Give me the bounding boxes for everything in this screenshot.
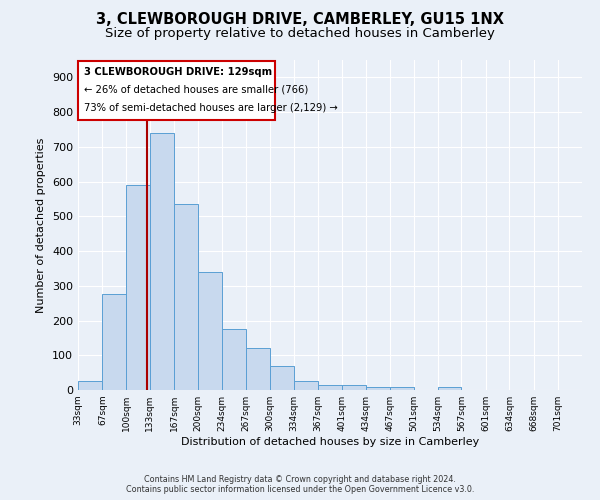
Bar [174, 204, 198, 390]
Bar [246, 348, 269, 390]
Bar [103, 294, 126, 390]
Bar [78, 382, 103, 390]
Bar [269, 366, 294, 390]
Text: 3 CLEWBOROUGH DRIVE: 129sqm: 3 CLEWBOROUGH DRIVE: 129sqm [84, 67, 272, 77]
Y-axis label: Number of detached properties: Number of detached properties [37, 138, 46, 312]
Bar [198, 272, 223, 390]
Bar [437, 386, 461, 390]
Bar [366, 386, 389, 390]
Bar [389, 386, 414, 390]
Bar [318, 386, 342, 390]
X-axis label: Distribution of detached houses by size in Camberley: Distribution of detached houses by size … [181, 437, 479, 447]
Bar [126, 185, 150, 390]
Text: ← 26% of detached houses are smaller (766): ← 26% of detached houses are smaller (76… [84, 85, 308, 95]
Text: 73% of semi-detached houses are larger (2,129) →: 73% of semi-detached houses are larger (… [84, 102, 337, 113]
Bar [342, 386, 366, 390]
Bar [294, 382, 318, 390]
Text: Contains HM Land Registry data © Crown copyright and database right 2024.
Contai: Contains HM Land Registry data © Crown c… [126, 474, 474, 494]
Bar [150, 133, 174, 390]
Text: Size of property relative to detached houses in Camberley: Size of property relative to detached ho… [105, 28, 495, 40]
Bar [78, 60, 275, 120]
Text: 3, CLEWBOROUGH DRIVE, CAMBERLEY, GU15 1NX: 3, CLEWBOROUGH DRIVE, CAMBERLEY, GU15 1N… [96, 12, 504, 28]
Bar [223, 329, 246, 390]
